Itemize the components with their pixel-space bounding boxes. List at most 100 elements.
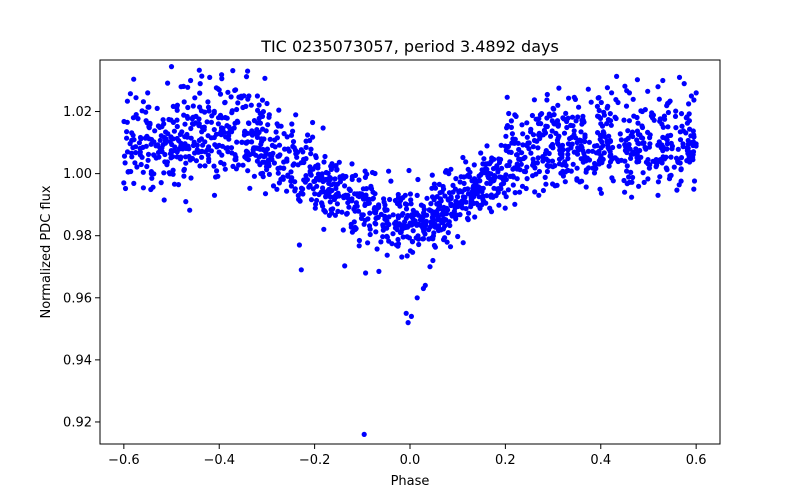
data-point	[384, 207, 390, 213]
data-point	[618, 157, 625, 163]
data-point	[544, 91, 550, 98]
data-point	[549, 143, 556, 149]
data-point	[410, 249, 416, 255]
data-point	[364, 171, 370, 177]
data-point	[435, 214, 441, 220]
data-point	[444, 239, 450, 245]
data-point	[342, 263, 348, 269]
data-point	[678, 166, 684, 172]
data-point	[607, 148, 613, 155]
data-point	[633, 146, 639, 152]
data-point	[135, 116, 141, 122]
data-point	[474, 184, 480, 191]
data-point	[445, 221, 451, 227]
data-point	[284, 156, 290, 162]
data-point	[290, 128, 296, 134]
data-point	[121, 153, 128, 159]
data-point	[609, 90, 615, 96]
data-point	[245, 68, 251, 74]
data-point	[540, 132, 546, 138]
data-point	[363, 192, 369, 198]
data-point	[540, 154, 546, 160]
data-point	[230, 68, 236, 74]
data-point	[641, 140, 647, 146]
data-point	[592, 143, 598, 149]
data-point	[411, 210, 417, 216]
data-point	[513, 152, 520, 158]
data-point	[684, 120, 691, 126]
data-point	[531, 161, 537, 167]
data-point	[634, 137, 640, 143]
data-point	[351, 206, 357, 212]
data-point	[292, 179, 298, 185]
data-point	[285, 172, 291, 178]
data-point	[185, 84, 191, 90]
data-point	[291, 145, 297, 151]
data-point	[678, 155, 685, 161]
data-point	[591, 170, 598, 176]
data-point	[621, 177, 627, 184]
data-point	[344, 211, 350, 217]
data-point	[174, 117, 180, 123]
data-point	[520, 131, 526, 137]
data-point	[400, 234, 406, 240]
data-point	[133, 95, 139, 101]
data-point	[583, 184, 589, 190]
data-point	[216, 142, 222, 148]
data-point	[212, 142, 218, 148]
data-point	[598, 99, 604, 106]
data-point	[452, 186, 458, 192]
data-point	[424, 195, 430, 201]
data-point	[442, 193, 448, 199]
data-point	[624, 181, 630, 187]
data-point	[596, 95, 602, 101]
data-point	[187, 157, 193, 163]
data-point	[310, 119, 316, 126]
data-point	[510, 182, 516, 188]
data-point	[400, 211, 406, 217]
data-point	[225, 149, 231, 155]
data-point	[465, 186, 471, 192]
data-point	[247, 185, 253, 191]
data-point	[564, 118, 570, 125]
data-point	[351, 219, 357, 225]
data-point	[188, 135, 194, 141]
data-point	[531, 137, 538, 144]
data-point	[690, 128, 696, 134]
data-point	[122, 160, 128, 166]
data-point	[466, 210, 472, 216]
data-point	[675, 146, 681, 152]
data-point	[645, 129, 651, 135]
data-point	[676, 182, 682, 188]
data-point	[356, 177, 362, 183]
data-point	[314, 197, 320, 204]
data-point	[690, 157, 696, 163]
data-point	[605, 103, 611, 109]
data-point	[662, 135, 669, 141]
data-point	[608, 122, 614, 128]
data-point	[606, 163, 612, 169]
data-point	[288, 183, 294, 189]
data-point	[229, 108, 235, 114]
data-point	[546, 111, 552, 117]
data-point	[405, 223, 411, 229]
x-axis-label: Phase	[391, 474, 430, 489]
data-point	[418, 222, 424, 228]
data-point	[528, 150, 534, 156]
data-point	[586, 165, 592, 171]
data-point	[609, 156, 615, 162]
data-point	[138, 161, 144, 168]
data-point	[198, 136, 204, 142]
x-tick-label: 0.4	[590, 453, 611, 468]
data-point	[365, 216, 371, 222]
data-point	[487, 205, 493, 211]
data-point	[145, 151, 152, 157]
data-point	[286, 148, 292, 154]
data-point	[148, 169, 154, 175]
data-point	[503, 133, 509, 139]
data-point	[239, 139, 245, 145]
data-point	[192, 95, 198, 101]
data-point	[645, 176, 651, 182]
